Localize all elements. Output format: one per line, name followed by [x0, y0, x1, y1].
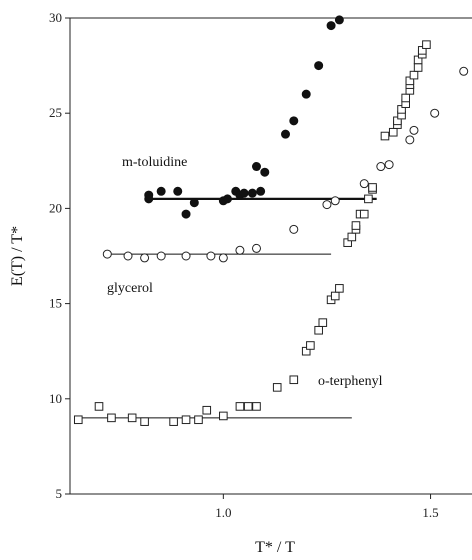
point-glycerol — [252, 244, 260, 252]
point-glycerol — [460, 67, 468, 75]
point-glycerol — [431, 109, 439, 117]
point-o-terphenyl — [410, 71, 418, 79]
point-glycerol — [124, 252, 132, 260]
annotation-glycerol: glycerol — [107, 281, 153, 296]
point-o-terphenyl — [273, 384, 281, 392]
point-glycerol — [157, 252, 165, 260]
point-glycerol — [323, 201, 331, 209]
axis-ticks: 5 10 15 20 25 30 1.0 1.5 — [49, 10, 439, 520]
point-glycerol — [182, 252, 190, 260]
point-o-terphenyl — [195, 416, 203, 424]
point-m-toluidine — [315, 62, 323, 70]
point-o-terphenyl — [290, 376, 298, 384]
point-glycerol — [290, 225, 298, 233]
point-o-terphenyl — [423, 41, 431, 49]
point-o-terphenyl — [389, 128, 397, 136]
point-glycerol — [236, 246, 244, 254]
point-o-terphenyl — [108, 414, 116, 422]
point-m-toluidine — [174, 187, 182, 195]
point-m-toluidine — [252, 163, 260, 171]
x-tick-label: 1.5 — [422, 505, 438, 520]
point-o-terphenyl — [74, 416, 82, 424]
point-glycerol — [219, 254, 227, 262]
point-m-toluidine — [182, 210, 190, 218]
point-m-toluidine — [302, 90, 310, 98]
y-tick-label: 20 — [49, 200, 62, 215]
point-m-toluidine — [290, 117, 298, 125]
point-glycerol — [377, 163, 385, 171]
point-o-terphenyl — [236, 403, 244, 411]
point-m-toluidine — [223, 195, 231, 203]
point-o-terphenyl — [203, 406, 211, 414]
point-o-terphenyl — [141, 418, 149, 426]
point-m-toluidine — [248, 189, 256, 197]
point-m-toluidine — [282, 130, 290, 138]
point-o-terphenyl — [414, 64, 422, 72]
point-m-toluidine — [261, 168, 269, 176]
point-o-terphenyl — [315, 326, 323, 334]
point-o-terphenyl — [319, 319, 327, 327]
point-m-toluidine — [257, 187, 265, 195]
point-glycerol — [331, 197, 339, 205]
annotation-m-toluidine: m-toluidine — [122, 155, 187, 170]
point-o-terphenyl — [220, 412, 228, 420]
point-m-toluidine — [327, 22, 335, 30]
point-m-toluidine — [145, 195, 153, 203]
point-o-terphenyl — [369, 184, 377, 192]
annotation-o-terphenyl: o-terphenyl — [318, 374, 383, 389]
point-o-terphenyl — [381, 132, 389, 140]
point-o-terphenyl — [307, 342, 315, 350]
y-tick-label: 5 — [56, 486, 63, 501]
point-o-terphenyl — [244, 403, 252, 411]
point-o-terphenyl — [182, 416, 190, 424]
data-markers — [74, 16, 467, 426]
point-glycerol — [103, 250, 111, 258]
point-m-toluidine — [335, 16, 343, 24]
point-glycerol — [141, 254, 149, 262]
point-m-toluidine — [190, 199, 198, 207]
point-o-terphenyl — [331, 292, 339, 300]
point-o-terphenyl — [128, 414, 136, 422]
point-o-terphenyl — [170, 418, 178, 426]
y-tick-label: 25 — [49, 105, 62, 120]
y-axis-label: E(T) / T* — [9, 226, 26, 286]
y-tick-label: 30 — [49, 10, 62, 25]
x-tick-label: 1.0 — [215, 505, 231, 520]
point-m-toluidine — [157, 187, 165, 195]
point-o-terphenyl — [402, 94, 410, 102]
point-o-terphenyl — [95, 403, 103, 411]
y-tick-label: 10 — [49, 391, 62, 406]
point-glycerol — [410, 126, 418, 134]
x-axis-label: T* / T — [255, 539, 295, 556]
point-o-terphenyl — [360, 210, 368, 218]
point-glycerol — [360, 180, 368, 188]
point-o-terphenyl — [365, 195, 373, 203]
point-glycerol — [406, 136, 414, 144]
point-o-terphenyl — [348, 233, 356, 241]
point-glycerol — [207, 252, 215, 260]
point-glycerol — [385, 161, 393, 169]
point-o-terphenyl — [352, 222, 360, 230]
point-o-terphenyl — [253, 403, 261, 411]
y-tick-label: 15 — [49, 296, 62, 311]
point-m-toluidine — [240, 189, 248, 197]
point-o-terphenyl — [336, 285, 344, 293]
